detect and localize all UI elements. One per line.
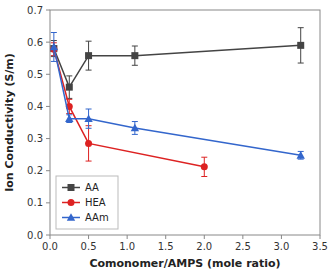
point bbox=[85, 140, 92, 147]
y-tick bbox=[46, 74, 50, 75]
y-tick-label: 0.0 bbox=[27, 230, 43, 241]
error-bar-cap bbox=[132, 65, 138, 66]
error-bar-cap bbox=[298, 63, 304, 64]
error-bar-cap bbox=[298, 159, 304, 160]
x-tick-label: 1.0 bbox=[119, 241, 135, 252]
y-tick-label: 0.1 bbox=[27, 197, 43, 208]
error-bar-cap bbox=[132, 134, 138, 135]
x-tick bbox=[320, 235, 321, 239]
legend-label: HEA bbox=[85, 197, 106, 208]
error-bar bbox=[201, 157, 207, 176]
point bbox=[50, 43, 58, 51]
series bbox=[50, 28, 304, 99]
y-tick bbox=[46, 235, 50, 236]
error-bar-cap bbox=[66, 113, 72, 114]
point bbox=[297, 151, 305, 159]
error-bar bbox=[86, 126, 92, 161]
error-bar bbox=[298, 28, 304, 63]
point bbox=[131, 124, 139, 132]
legend-label: AA bbox=[85, 182, 99, 193]
y-tick bbox=[46, 42, 50, 43]
error-bar-cap bbox=[51, 61, 57, 62]
x-tick-label: 1.5 bbox=[158, 241, 174, 252]
error-bar bbox=[132, 46, 138, 65]
x-tick bbox=[50, 235, 51, 239]
y-tick bbox=[46, 10, 50, 11]
legend-label: AAm bbox=[85, 212, 109, 223]
x-tick bbox=[165, 235, 166, 239]
x-tick bbox=[281, 235, 282, 239]
y-tick bbox=[46, 202, 50, 203]
series-line bbox=[54, 47, 301, 155]
point bbox=[66, 84, 73, 91]
error-bar-cap bbox=[201, 176, 207, 177]
y-tick-label: 0.4 bbox=[27, 101, 43, 112]
series bbox=[50, 33, 305, 160]
error-bar-cap bbox=[66, 75, 72, 76]
error-bar-cap bbox=[66, 99, 72, 100]
y-tick-label: 0.5 bbox=[27, 69, 43, 80]
point bbox=[297, 42, 304, 49]
legend-marker bbox=[67, 213, 75, 221]
x-tick bbox=[242, 235, 243, 239]
x-axis-label: Comonomer/AMPS (mole ratio) bbox=[89, 257, 280, 270]
series bbox=[50, 43, 207, 177]
error-bar-cap bbox=[86, 70, 92, 71]
y-tick-label: 0.7 bbox=[27, 5, 43, 16]
y-tick-label: 0.2 bbox=[27, 165, 43, 176]
x-tick bbox=[88, 235, 89, 239]
error-bar-cap bbox=[86, 109, 92, 110]
y-tick bbox=[46, 106, 50, 107]
legend: AA HEA AAm bbox=[56, 176, 118, 229]
y-tick bbox=[46, 170, 50, 171]
error-bar-cap bbox=[66, 122, 72, 123]
error-bar-cap bbox=[86, 128, 92, 129]
error-bar-cap bbox=[201, 157, 207, 158]
error-bar-cap bbox=[298, 27, 304, 28]
error-bar bbox=[86, 41, 92, 70]
point bbox=[85, 52, 92, 59]
point bbox=[131, 52, 138, 59]
x-tick-label: 2.0 bbox=[196, 241, 212, 252]
error-bar-cap bbox=[86, 161, 92, 162]
chart: 0.0 0.5 1.0 1.5 2.0 2.5 3.0 3.5 0.0 0.1 0.2 0.3 0.4 0… bbox=[0, 0, 332, 275]
y-tick bbox=[46, 138, 50, 139]
error-bar-cap bbox=[132, 121, 138, 122]
legend-box bbox=[56, 176, 118, 229]
y-axis-label: Ion Conductivity (S/m) bbox=[3, 53, 16, 192]
point bbox=[65, 114, 73, 122]
y-tick-label: 0.6 bbox=[27, 37, 43, 48]
x-tick-label: 2.5 bbox=[235, 241, 251, 252]
error-bar-cap bbox=[132, 46, 138, 47]
legend-marker bbox=[68, 199, 75, 206]
x-tick bbox=[127, 235, 128, 239]
error-bar-cap bbox=[86, 41, 92, 42]
series-line bbox=[54, 45, 301, 87]
legend-marker bbox=[68, 184, 75, 191]
plot-area bbox=[50, 28, 305, 177]
series-line bbox=[54, 49, 204, 167]
point bbox=[84, 114, 92, 122]
x-tick-label: 3.0 bbox=[273, 241, 289, 252]
x-tick bbox=[204, 235, 205, 239]
error-bar bbox=[66, 76, 72, 99]
x-tick-label: 3.5 bbox=[312, 241, 328, 252]
x-tick-label: 0.5 bbox=[81, 241, 97, 252]
y-tick-label: 0.3 bbox=[27, 133, 43, 144]
point bbox=[201, 163, 208, 170]
plot-frame bbox=[50, 10, 320, 235]
x-tick-label: 0.0 bbox=[42, 241, 58, 252]
error-bar-cap bbox=[51, 32, 57, 33]
